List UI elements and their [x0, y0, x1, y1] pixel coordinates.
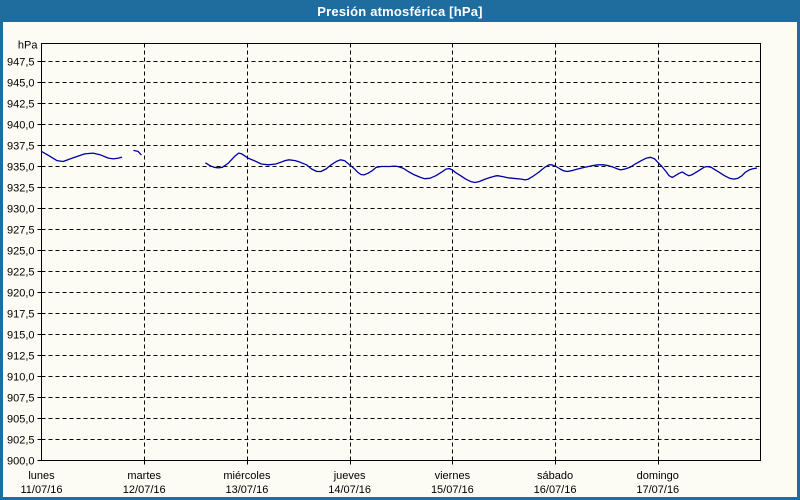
day-name-label: jueves: [333, 470, 366, 482]
day-name-label: viernes: [435, 470, 471, 482]
day-name-label: domingo: [637, 470, 679, 482]
y-tick-label: 935,0: [7, 162, 35, 174]
day-date-label: 12/07/16: [123, 484, 166, 496]
y-axis-unit-label: hPa: [18, 40, 38, 52]
y-tick-label: 945,0: [7, 78, 35, 90]
y-tick-label: 942,5: [7, 99, 35, 111]
day-date-label: 11/07/16: [20, 484, 62, 496]
day-date-label: 14/07/16: [328, 484, 371, 496]
day-date-label: 16/07/16: [534, 484, 577, 496]
window-titlebar: Presión atmosférica [hPa]: [0, 0, 800, 22]
y-tick-label: 905,0: [7, 414, 35, 426]
y-tick-label: 925,0: [7, 246, 35, 258]
day-date-label: 13/07/16: [226, 484, 269, 496]
day-name-label: martes: [127, 470, 161, 482]
y-tick-label: 930,0: [7, 204, 35, 216]
y-tick-label: 910,0: [7, 372, 35, 384]
day-date-label: 15/07/16: [431, 484, 474, 496]
pressure-line-segment: [205, 152, 758, 184]
plot-border: [41, 43, 761, 461]
y-tick-label: 947,5: [7, 57, 35, 69]
day-name-label: lunes: [28, 470, 55, 482]
pressure-line-segment: [40, 150, 123, 163]
window-title: Presión atmosférica [hPa]: [317, 3, 483, 19]
pressure-line-segment: [133, 149, 142, 156]
y-tick-label: 927,5: [7, 225, 35, 237]
day-name-label: sábado: [537, 470, 573, 482]
y-tick-label: 907,5: [7, 393, 35, 405]
y-tick-label: 932,5: [7, 183, 35, 195]
y-tick-label: 902,5: [7, 435, 35, 447]
y-tick-label: 917,5: [7, 309, 35, 321]
y-tick-label: 920,0: [7, 288, 35, 300]
day-name-label: miércoles: [223, 470, 271, 482]
y-tick-label: 900,0: [7, 456, 35, 468]
day-date-label: 17/07/16: [636, 484, 679, 496]
y-tick-label: 915,0: [7, 330, 35, 342]
y-tick-label: 940,0: [7, 120, 35, 132]
y-tick-label: 937,5: [7, 141, 35, 153]
y-tick-label: 912,5: [7, 351, 35, 363]
y-tick-label: 922,5: [7, 267, 35, 279]
